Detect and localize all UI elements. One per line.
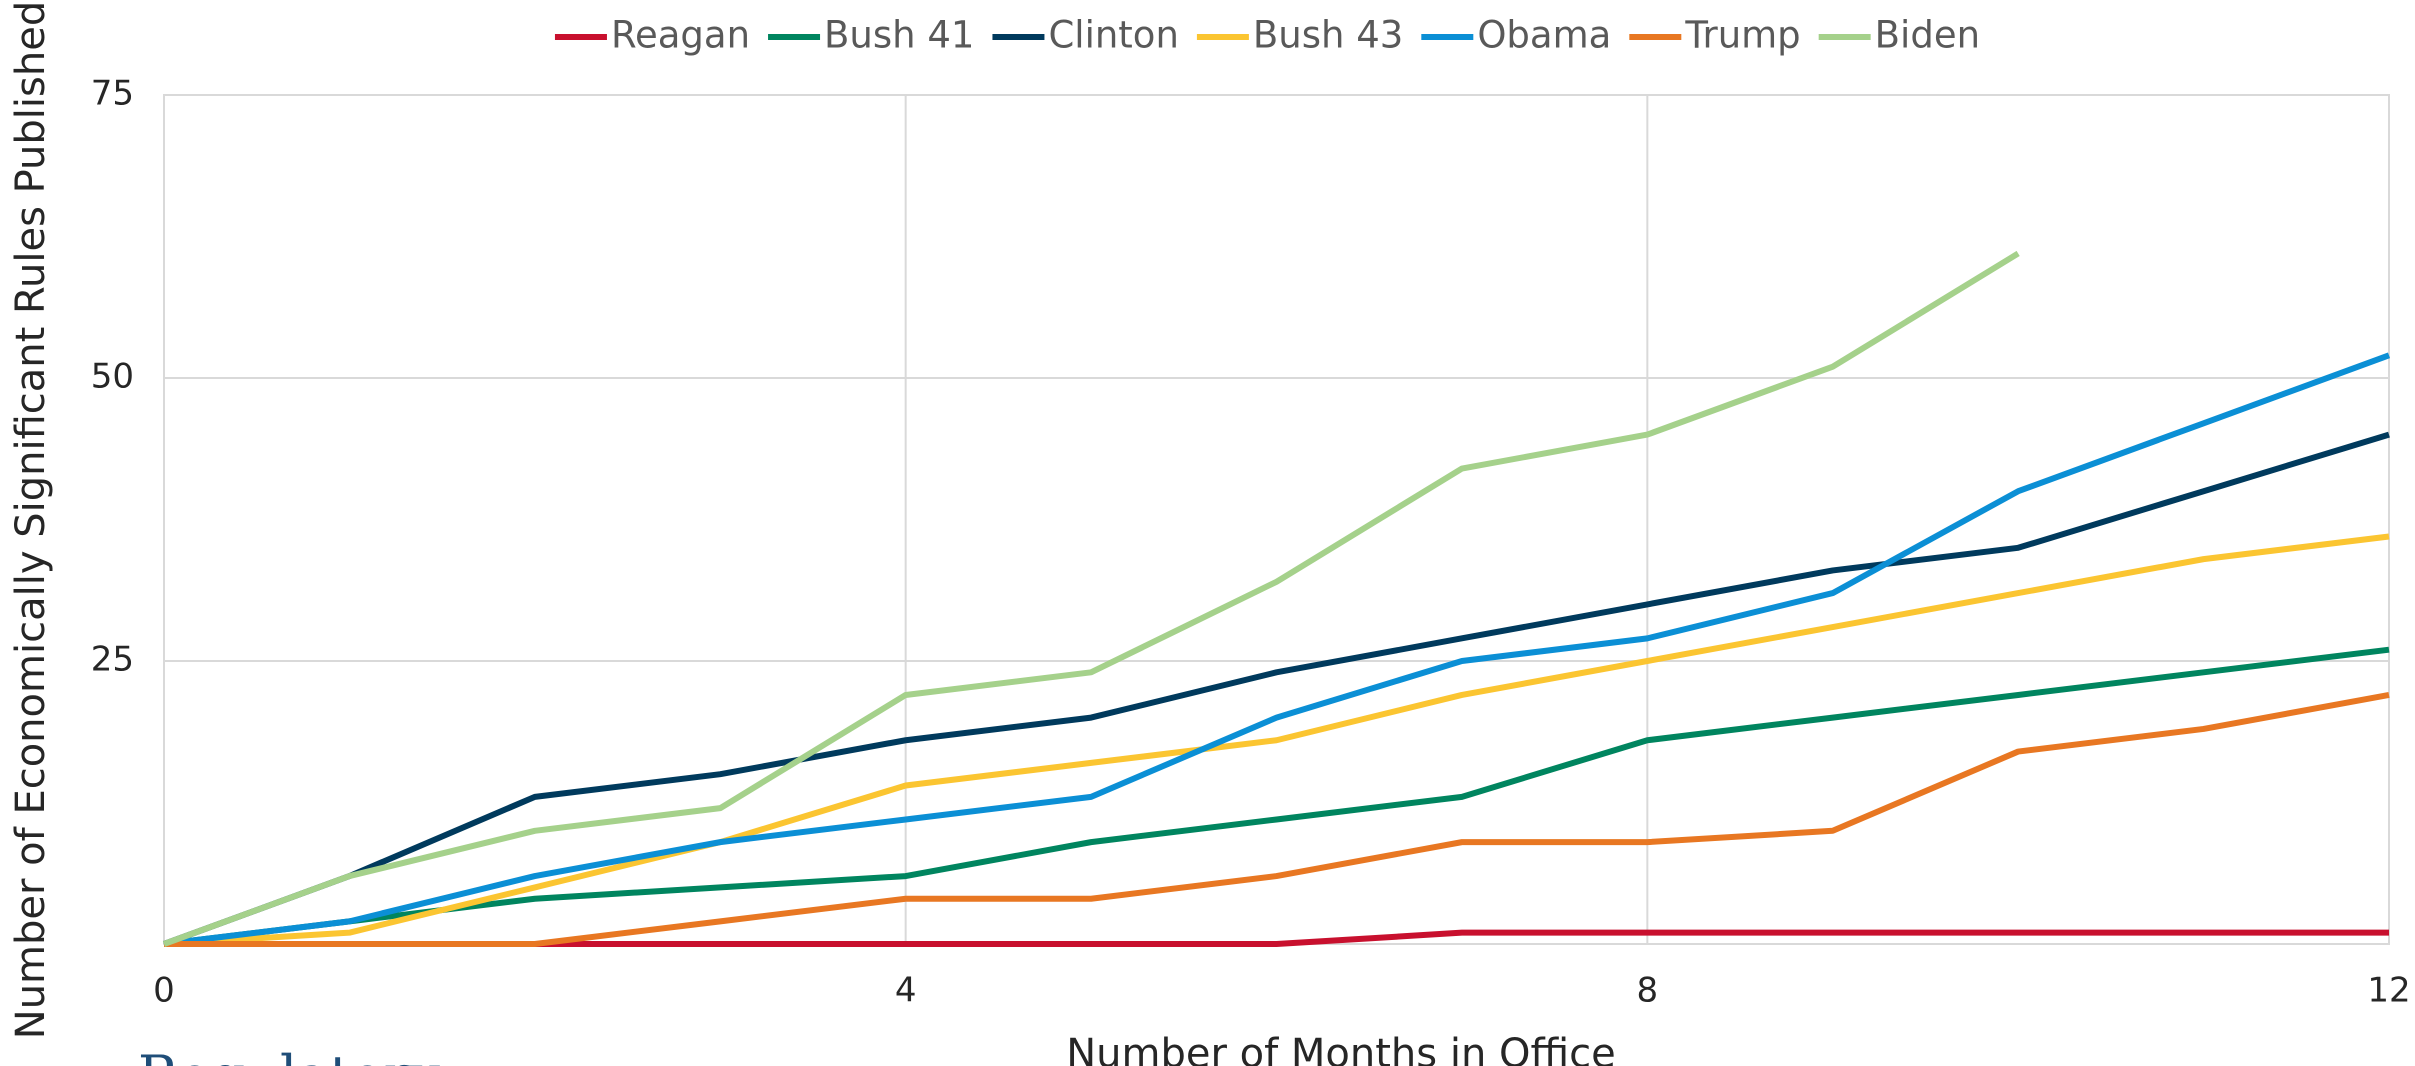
y-tick-label: 50 xyxy=(91,357,134,397)
series-line xyxy=(162,431,2390,947)
legend-item: Trump xyxy=(1629,14,1801,57)
legend-item: Clinton xyxy=(992,14,1179,57)
legend-label: Obama xyxy=(1477,14,1611,57)
legend-label: Bush 43 xyxy=(1253,14,1403,57)
series-line xyxy=(163,352,2391,947)
legend-item: Bush 43 xyxy=(1196,14,1403,57)
legend-label: Reagan xyxy=(611,14,750,57)
series-line xyxy=(163,646,2390,947)
legend-item: Bush 41 xyxy=(768,14,974,57)
legend: Reagan Bush 41 Clinton Bush 43 Obama Trump Bid… xyxy=(554,14,1980,57)
legend-label: Trump xyxy=(1684,14,1800,57)
y-tick-label: 75 xyxy=(91,74,134,114)
series-line xyxy=(162,250,2020,947)
legend-label: Clinton xyxy=(1048,14,1178,57)
legend-item: Biden xyxy=(1818,14,1980,57)
y-tick-label: 25 xyxy=(91,640,134,680)
series-line xyxy=(164,692,2390,947)
x-axis-label: Number of Months in Office xyxy=(1066,1031,1616,1066)
footer-logo: Regulatory xyxy=(138,1044,440,1066)
x-tick-label: 0 xyxy=(153,971,175,1011)
legend-label: Biden xyxy=(1875,14,1980,57)
x-tick-label: 4 xyxy=(895,971,917,1011)
x-tick-label: 8 xyxy=(1637,971,1659,1011)
legend-label: Bush 41 xyxy=(824,14,974,57)
legend-item: Reagan xyxy=(554,14,750,57)
series-line xyxy=(163,533,2390,947)
legend-item: Obama xyxy=(1421,14,1611,57)
y-axis-label: Number of Economically Significant Rules… xyxy=(8,1,54,1039)
x-tick-label: 12 xyxy=(2367,971,2410,1011)
